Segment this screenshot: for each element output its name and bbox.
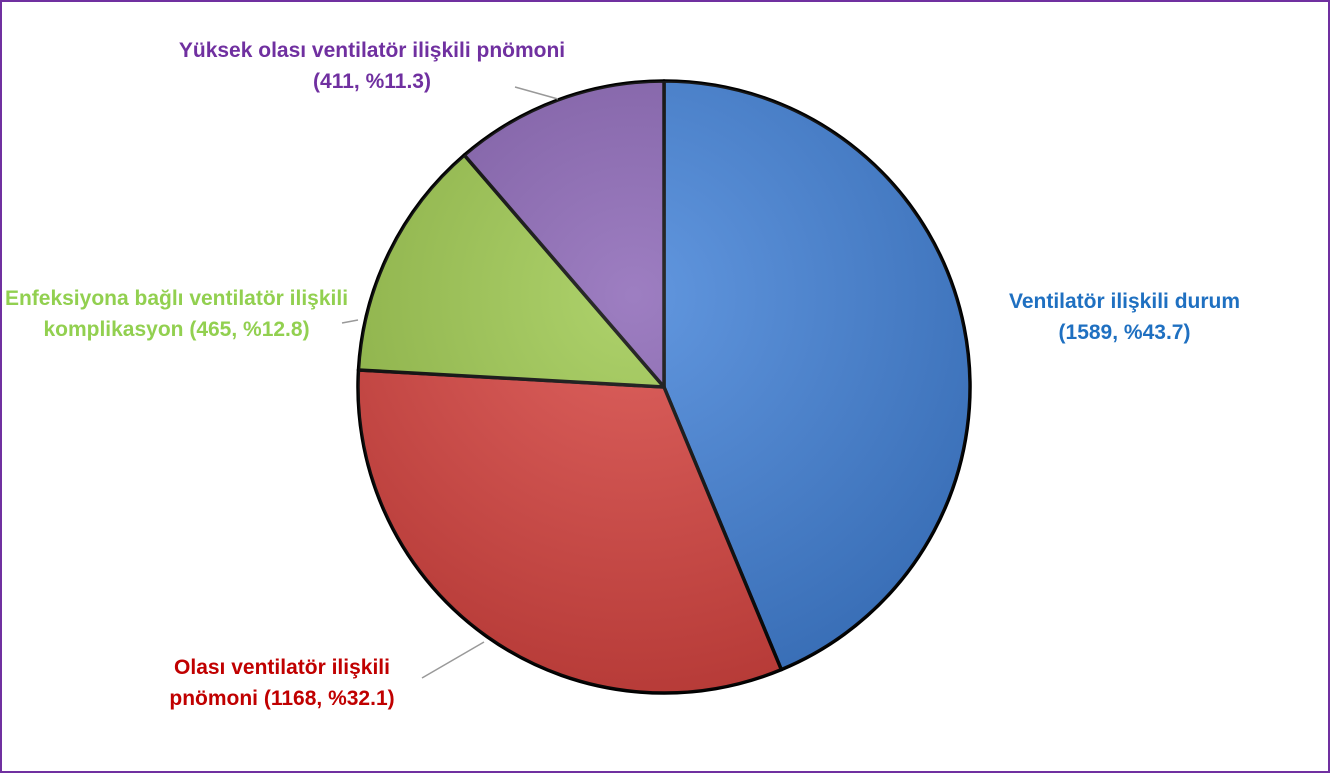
slice-label: Enfeksiyona bağlı ventilatör ilişkili ko… (4, 287, 349, 341)
slice-label: Ventilatör ilişkili durum (1589, %43.7) (1008, 290, 1241, 344)
leader-line (514, 86, 559, 100)
leader-line (421, 641, 485, 679)
leader-line (341, 319, 359, 324)
slice-label: Yüksek olası ventilatör ilişkili pnömoni… (178, 39, 566, 93)
slice-label: Olası ventilatör ilişkili pnömoni (1168,… (169, 656, 395, 710)
shading (358, 81, 970, 693)
